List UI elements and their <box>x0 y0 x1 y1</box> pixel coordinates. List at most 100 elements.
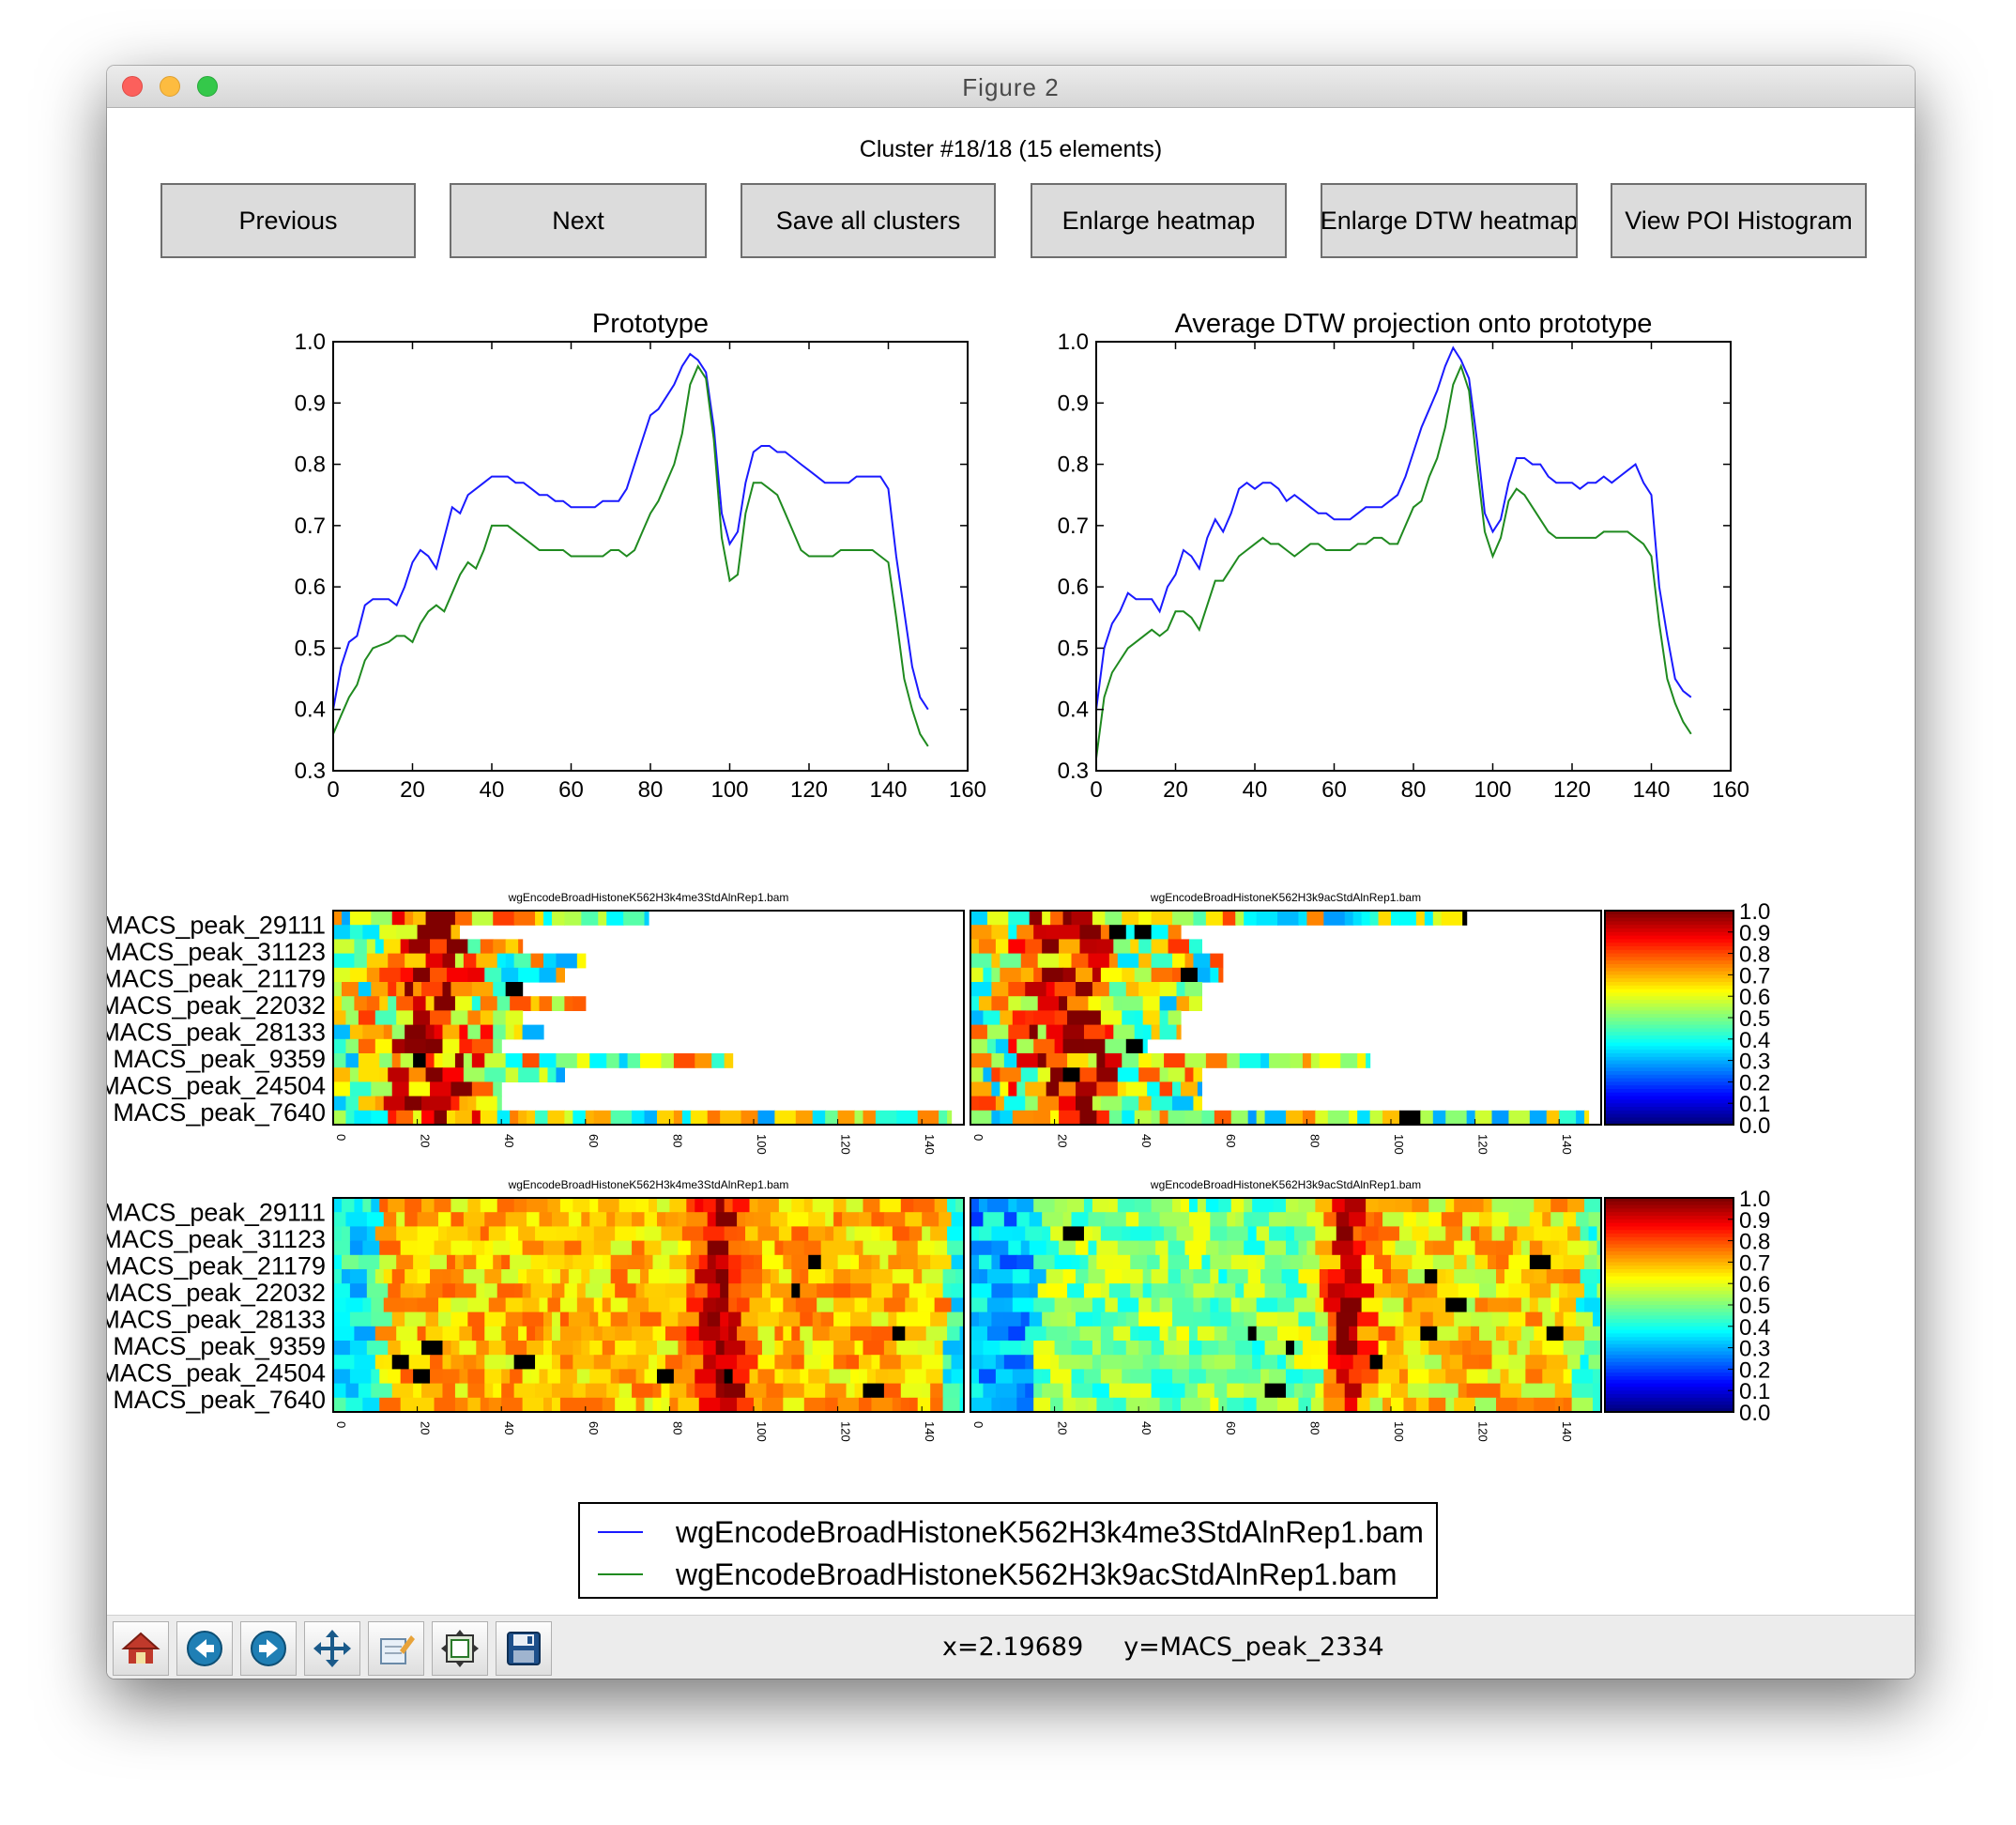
heatmap-cell <box>518 1269 527 1284</box>
heatmap-cell <box>518 1110 527 1126</box>
heatmap-cell <box>1172 1311 1195 1327</box>
heatmap-cell <box>1517 1341 1531 1356</box>
heatmap-cell <box>703 1226 725 1242</box>
heatmap-cell <box>1218 967 1224 983</box>
heatmap-cell <box>366 967 380 983</box>
heatmap-cell <box>535 1355 553 1370</box>
heatmap-cell <box>1181 1081 1199 1097</box>
heatmap-cell <box>986 1297 1005 1313</box>
heatmap-cell <box>421 1198 435 1213</box>
home-button[interactable] <box>113 1621 169 1676</box>
next-button[interactable]: Next <box>450 183 707 258</box>
heatmap-cell <box>983 1010 1000 1026</box>
heatmap-cell <box>1168 1269 1182 1284</box>
colorbar-segment <box>1605 1208 1733 1213</box>
heatmap-cell <box>1122 1053 1139 1068</box>
heatmap-cell <box>1336 1226 1354 1242</box>
heatmap-cell <box>1117 1311 1127 1327</box>
heatmap-cell <box>1520 1326 1535 1342</box>
heatmap-cell <box>1172 1369 1190 1385</box>
close-window-button[interactable] <box>122 76 143 97</box>
heatmap-cell <box>1193 911 1207 926</box>
heatmap-cell <box>1046 1024 1064 1040</box>
heatmap-cell <box>623 911 646 926</box>
heatmap-cell <box>1159 1326 1169 1342</box>
heatmap-cell <box>1584 1283 1598 1298</box>
heatmap-cell <box>783 1326 792 1342</box>
heatmap-cell <box>333 1297 347 1313</box>
view-poi-histogram-button[interactable]: View POI Histogram <box>1611 183 1867 258</box>
heatmap-cell <box>1033 1010 1056 1026</box>
x-tick-label: 60 <box>558 777 584 803</box>
heatmap-cell <box>995 1383 1017 1399</box>
heatmap-cell <box>408 1081 431 1097</box>
heatmap-cell <box>1168 1010 1182 1026</box>
heatmap-cell <box>1071 1297 1093 1313</box>
heatmap-cell <box>1474 1269 1497 1284</box>
maximize-window-button[interactable] <box>197 76 218 97</box>
heatmap-cell <box>451 1311 468 1327</box>
heatmap-cell <box>1012 1269 1031 1284</box>
colorbar-tick-label: 0.8 <box>1739 943 1770 968</box>
heatmap-cell <box>1563 1254 1585 1270</box>
heatmap-cell <box>627 1355 649 1370</box>
heatmap-cell <box>1424 911 1434 926</box>
zoom-edit-button[interactable] <box>368 1621 424 1676</box>
heatmap-cell <box>1588 1240 1598 1256</box>
save-figure-button[interactable] <box>496 1621 552 1676</box>
heatmap-cell <box>649 1355 658 1370</box>
heatmap-cell <box>970 911 988 926</box>
heatmap-cell <box>1083 1283 1102 1298</box>
pan-button[interactable] <box>304 1621 360 1676</box>
heatmap-cell <box>1471 1198 1485 1213</box>
heatmap-cell <box>1042 939 1060 955</box>
heatmap-cell <box>1142 1269 1153 1284</box>
enlarge-dtw-heatmap-button[interactable]: Enlarge DTW heatmap <box>1321 183 1578 258</box>
colorbar-segment <box>1605 1074 1733 1080</box>
previous-button[interactable]: Previous <box>160 183 416 258</box>
figure-canvas[interactable]: Cluster #18/18 (15 elements) Previous Ne… <box>107 108 1915 1615</box>
heatmap-cell <box>720 1110 742 1126</box>
colorbar-segment <box>1605 1107 1733 1112</box>
heatmap-cell <box>1020 967 1034 983</box>
heatmap-cell <box>1277 1355 1287 1370</box>
heatmap-cell <box>559 1269 570 1284</box>
colorbar-segment <box>1605 917 1733 923</box>
heatmap-cell <box>1046 1081 1060 1097</box>
forward-button[interactable] <box>240 1621 297 1676</box>
heatmap-cell <box>859 1254 873 1270</box>
heatmap-cell <box>484 1067 507 1082</box>
heatmap-cell <box>854 1110 864 1126</box>
y-tick-label: 0.8 <box>1058 452 1089 478</box>
save-all-clusters-button[interactable]: Save all clusters <box>741 183 996 258</box>
heatmap-cell <box>1184 1053 1207 1068</box>
heatmap-cell <box>1504 1226 1518 1242</box>
heatmap-cell <box>1344 911 1354 926</box>
heatmap-cell <box>808 1269 826 1284</box>
heatmap-cell <box>1349 1212 1367 1227</box>
back-button[interactable] <box>176 1621 233 1676</box>
heatmap-cell <box>1184 1383 1199 1399</box>
heatmap-cell <box>1130 1226 1153 1242</box>
heatmap-cell <box>358 982 372 997</box>
enlarge-heatmap-button[interactable]: Enlarge heatmap <box>1031 183 1287 258</box>
heatmap-cell <box>1398 1369 1409 1385</box>
heatmap-cell <box>1407 1383 1429 1399</box>
heatmap-cell <box>1244 1212 1253 1227</box>
heatmap-cell <box>1366 1212 1375 1227</box>
subplot-config-button[interactable] <box>432 1621 488 1676</box>
heatmap-cell <box>510 1369 524 1385</box>
heatmap-cell <box>1415 1212 1429 1227</box>
colorbar-segment <box>1605 1053 1733 1058</box>
heatmap-cell <box>1188 1212 1211 1227</box>
heatmap-cell <box>803 1198 814 1213</box>
minimize-window-button[interactable] <box>160 76 180 97</box>
heatmap-cell <box>1298 1397 1312 1413</box>
heatmap-cell <box>459 1024 468 1040</box>
y-tick-label: 0.3 <box>295 759 326 784</box>
heatmap-cell <box>1210 1297 1219 1313</box>
heatmap-cell <box>1176 1226 1195 1242</box>
heatmap-cell <box>417 1226 439 1242</box>
heatmap-cell <box>559 1311 570 1327</box>
heatmap-cell <box>978 1369 997 1385</box>
